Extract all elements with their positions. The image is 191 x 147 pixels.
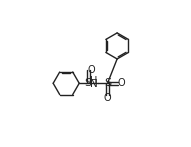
- Text: O: O: [88, 65, 95, 75]
- Text: S: S: [85, 78, 92, 88]
- Text: S: S: [104, 78, 111, 88]
- Text: H: H: [91, 76, 98, 86]
- Text: N: N: [90, 79, 98, 89]
- Text: O: O: [104, 93, 111, 103]
- Text: O: O: [117, 78, 125, 88]
